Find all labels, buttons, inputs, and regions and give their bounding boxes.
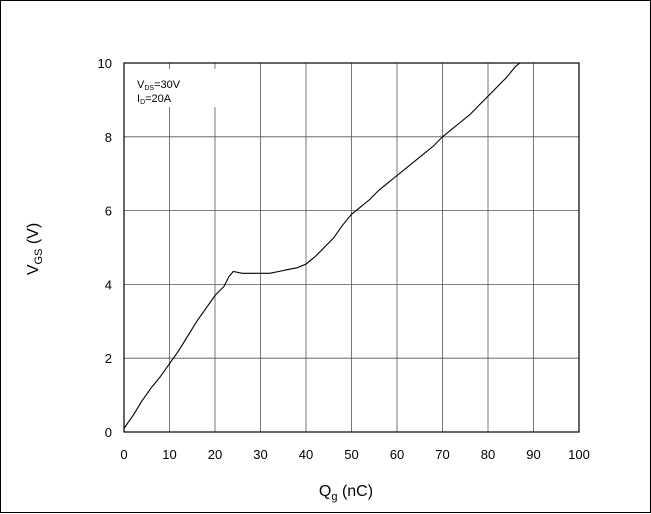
y-tick-label: 6: [105, 204, 112, 219]
x-tick-label: 50: [344, 447, 358, 462]
y-tick-label: 2: [105, 351, 112, 366]
x-axis-title: Qg (nC): [319, 483, 373, 503]
x-tick-label: 30: [253, 447, 267, 462]
annotation-id: ID=20A: [137, 93, 172, 106]
y-tick-label: 10: [98, 56, 112, 71]
annotation-background: [127, 69, 219, 107]
gate-charge-curve: [123, 62, 521, 429]
x-tick-label: 90: [526, 447, 540, 462]
x-tick-label: 100: [568, 447, 590, 462]
x-tick-label: 60: [390, 447, 404, 462]
annotation-vds: VDS=30V: [137, 79, 181, 92]
x-tick-label: 20: [208, 447, 222, 462]
plot-area-border: [123, 62, 580, 433]
x-tick-label: 0: [120, 447, 127, 462]
y-tick-label: 8: [105, 130, 112, 145]
y-tick-label: 4: [105, 277, 112, 292]
y-tick-labels: 0 2 4 6 8 10: [98, 56, 112, 440]
x-tick-labels: 0 10 20 30 40 50 60 70 80 90 100: [120, 447, 589, 462]
y-axis-title: VGS (V): [25, 223, 45, 275]
x-tick-label: 70: [435, 447, 449, 462]
x-tick-label: 10: [162, 447, 176, 462]
y-tick-label: 0: [105, 425, 112, 440]
x-tick-label: 80: [481, 447, 495, 462]
x-tick-label: 40: [299, 447, 313, 462]
grid: [123, 62, 580, 433]
